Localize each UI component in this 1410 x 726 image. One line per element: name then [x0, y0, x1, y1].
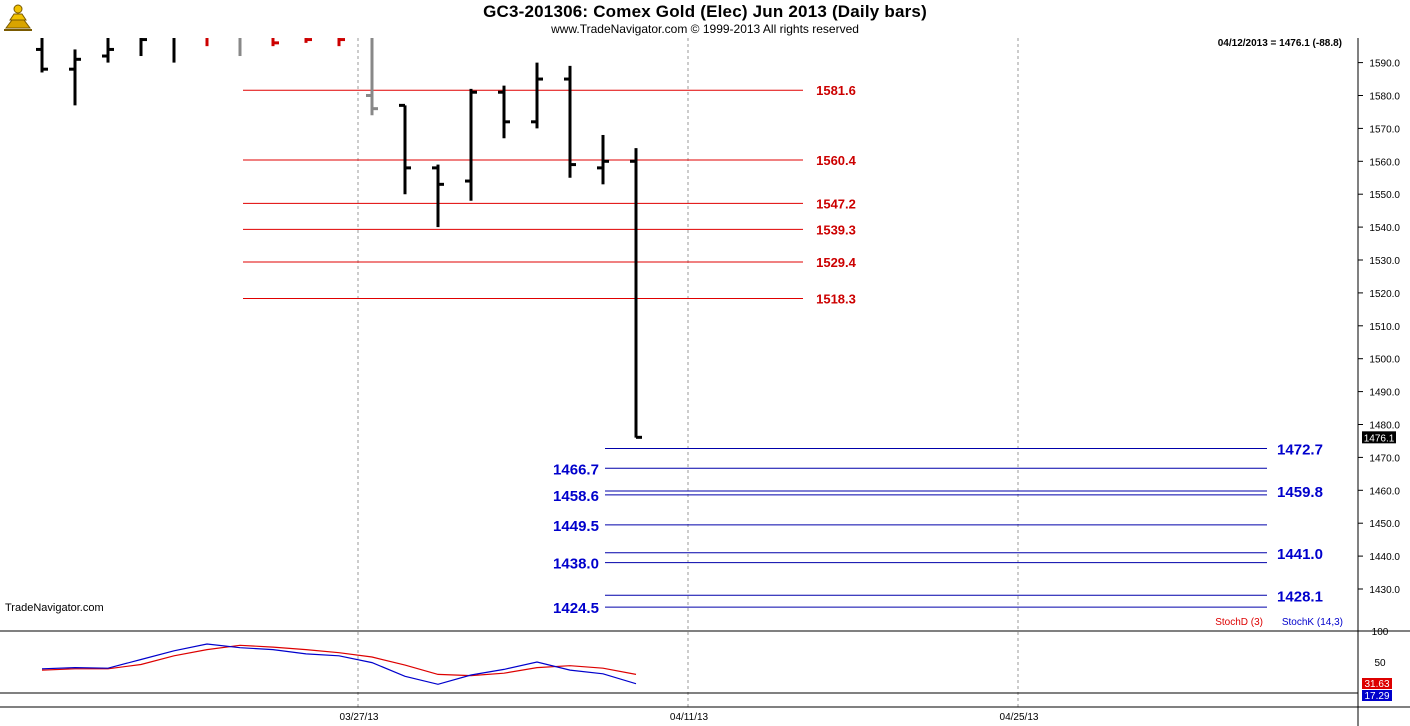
- blue-level-label: 1449.5: [553, 518, 599, 535]
- price-tick-label: 1550.0: [1369, 190, 1400, 201]
- stoch-tick-label: 50: [1374, 658, 1386, 669]
- last-price-label: 1476.1: [1364, 433, 1395, 444]
- ohlc-bar: [205, 38, 209, 47]
- price-tick-label: 1450.0: [1369, 519, 1400, 530]
- price-tick-label: 1570.0: [1369, 124, 1400, 135]
- watermark-text: TradeNavigator.com: [5, 602, 104, 614]
- price-tick-label: 1590.0: [1369, 59, 1400, 70]
- red-level-label: 1547.2: [816, 196, 856, 211]
- level-lines: 1581.6 1560.4 1547.2 1539.3 1529.4 1518.3 1472…: [243, 83, 1323, 617]
- blue-level-label: 1441.0: [1277, 546, 1323, 563]
- ohlc-bar: [36, 38, 48, 73]
- price-tick-label: 1500.0: [1369, 355, 1400, 366]
- ohlc-bar: [498, 85, 510, 139]
- red-level-label: 1529.4: [816, 255, 857, 270]
- blue-level-label: 1438.0: [553, 556, 599, 573]
- price-axis: 1430.0 1440.0 1450.0 1460.0 1470.0 1480.0 1490…: [0, 38, 1410, 726]
- ohlc-bar: [366, 38, 378, 116]
- blue-level-label: 1466.7: [553, 461, 599, 478]
- chart-title: GC3-201306: Comex Gold (Elec) Jun 2013 (…: [483, 2, 927, 21]
- ohlc-bar: [69, 49, 81, 106]
- price-tick-label: 1470.0: [1369, 453, 1400, 464]
- red-level-label: 1581.6: [816, 83, 856, 98]
- price-tick-label: 1560.0: [1369, 157, 1400, 168]
- ohlc-bar: [172, 38, 176, 63]
- price-tick-label: 1480.0: [1369, 421, 1400, 432]
- blue-level-label: 1459.8: [1277, 484, 1323, 501]
- red-level-label: 1539.3: [816, 222, 856, 237]
- blue-level-label: 1458.6: [553, 488, 599, 505]
- stoch-tick-label: 100: [1372, 627, 1389, 638]
- ohlc-bar: [271, 38, 279, 47]
- chart-header: GC3-201306: Comex Gold (Elec) Jun 2013 (…: [0, 0, 1410, 38]
- ohlc-bar: [432, 164, 444, 228]
- ohlc-bar: [139, 38, 147, 57]
- ohlc-bar: [597, 134, 609, 185]
- stoch-last-box: [1362, 690, 1392, 701]
- price-tick-label: 1430.0: [1369, 585, 1400, 596]
- date-axis: 03/27/13 04/11/13 04/25/13: [340, 712, 1039, 723]
- blue-level-label: 1424.5: [553, 600, 599, 617]
- ohlc-bar: [399, 103, 411, 195]
- blue-level-label: 1428.1: [1277, 588, 1323, 605]
- legend-stochd: StochD (3): [1215, 617, 1263, 628]
- ohlc-bar: [564, 65, 576, 178]
- price-tick-label: 1510.0: [1369, 322, 1400, 333]
- chart-subtitle: www.TradeNavigator.com © 1999-2013 All r…: [551, 22, 859, 36]
- date-tick-label: 04/11/13: [670, 712, 709, 723]
- legend-stochk: StochK (14,3): [1282, 617, 1343, 628]
- ohlc-bar: [238, 38, 242, 57]
- price-tick-label: 1490.0: [1369, 388, 1400, 399]
- ohlc-bar: [304, 38, 312, 43]
- stoch-series-line: [41, 644, 637, 677]
- price-tick-label: 1460.0: [1369, 486, 1400, 497]
- gold-bars-logo-icon: [4, 4, 32, 31]
- ohlc-bar: [531, 62, 543, 129]
- price-tick-label: 1530.0: [1369, 256, 1400, 267]
- blue-level-label: 1472.7: [1277, 442, 1323, 459]
- stoch-last-box: [1362, 678, 1392, 689]
- stoch-last-label: 17.29: [1364, 691, 1389, 702]
- price-tick-label: 1520.0: [1369, 289, 1400, 300]
- stoch-last-label: 31.63: [1364, 679, 1389, 690]
- stoch-series-line: [41, 643, 637, 685]
- price-tick-label: 1440.0: [1369, 552, 1400, 563]
- date-tick-label: 04/25/13: [1000, 712, 1039, 723]
- last-price-box: [1362, 431, 1396, 444]
- ohlc-bar: [337, 38, 345, 47]
- last-value-readout: 04/12/2013 = 1476.1 (-88.8): [1218, 38, 1342, 49]
- ohlc-bars: [36, 38, 642, 439]
- red-level-label: 1518.3: [816, 291, 856, 306]
- ohlc-bar: [102, 38, 114, 63]
- price-tick-label: 1580.0: [1369, 92, 1400, 103]
- ohlc-bar: [630, 148, 642, 439]
- price-tick-label: 1540.0: [1369, 223, 1400, 234]
- date-tick-label: 03/27/13: [340, 712, 379, 723]
- ohlc-bar: [465, 88, 477, 201]
- red-level-label: 1560.4: [816, 153, 857, 168]
